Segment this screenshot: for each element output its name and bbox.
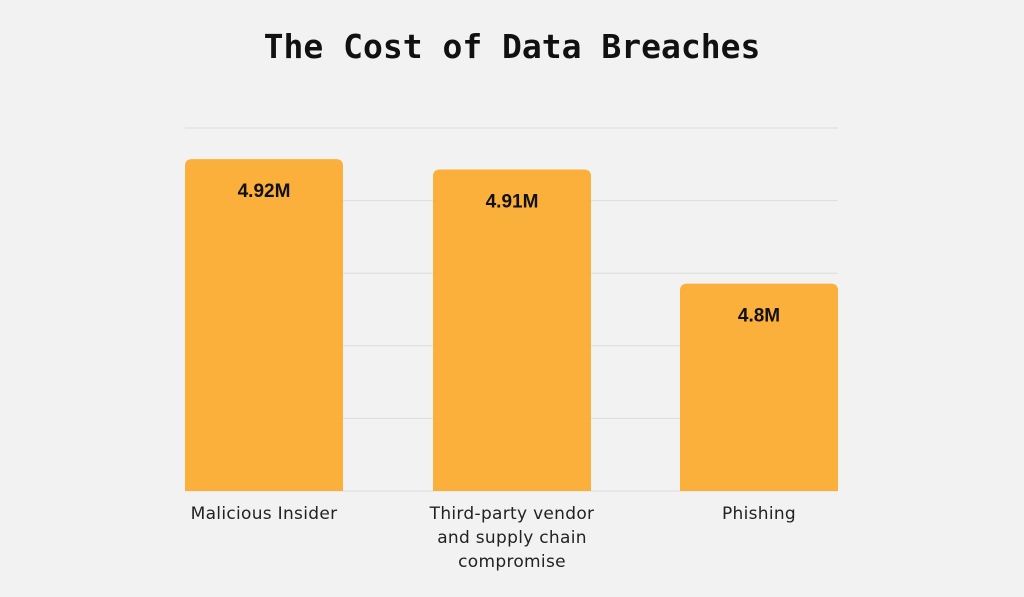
value-label: 4.91M (486, 191, 539, 212)
bar (433, 169, 591, 491)
x-tick-label: Phishing (721, 504, 797, 524)
bar (680, 283, 838, 491)
value-label: 4.8M (738, 306, 780, 327)
x-tick-label: Malicious Insider (190, 504, 338, 524)
value-label: 4.92M (238, 181, 291, 202)
bar (185, 159, 343, 491)
x-tick-label: Third-party vendor and supply chain comp… (429, 504, 595, 572)
chart-title: The Cost of Data Breaches (264, 27, 761, 66)
